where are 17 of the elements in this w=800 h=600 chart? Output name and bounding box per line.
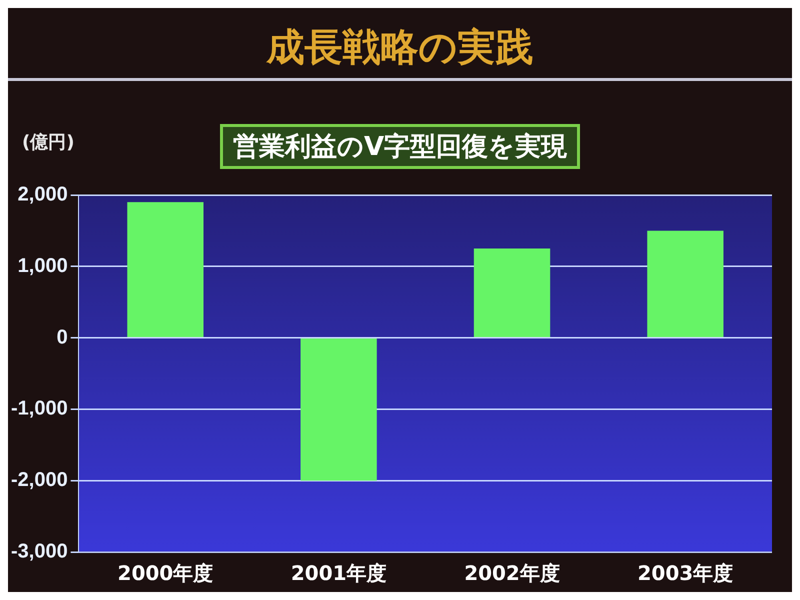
bar [474, 248, 550, 338]
x-tick-label: 2003年度 [638, 561, 734, 586]
bar [647, 230, 724, 338]
y-tick-label: -3,000 [10, 540, 68, 563]
x-tick-label: 2000年度 [118, 561, 214, 586]
y-tick-label: -2,000 [10, 469, 68, 492]
y-tick-label: 1,000 [18, 254, 68, 277]
y-tick-label: 2,000 [18, 184, 68, 206]
x-tick-label: 2002年度 [464, 561, 560, 586]
x-tick-label: 2001年度 [290, 561, 387, 586]
y-tick-label: -1,000 [10, 398, 68, 420]
y-tick-label: 0 [56, 326, 68, 348]
y-axis-title: (億円) [22, 131, 74, 154]
bar [300, 338, 377, 481]
chart-title: 成長戦略の実践 [265, 24, 534, 71]
bar [127, 202, 204, 338]
chart-subtitle: 営業利益のV字型回復を実現 [220, 124, 580, 169]
